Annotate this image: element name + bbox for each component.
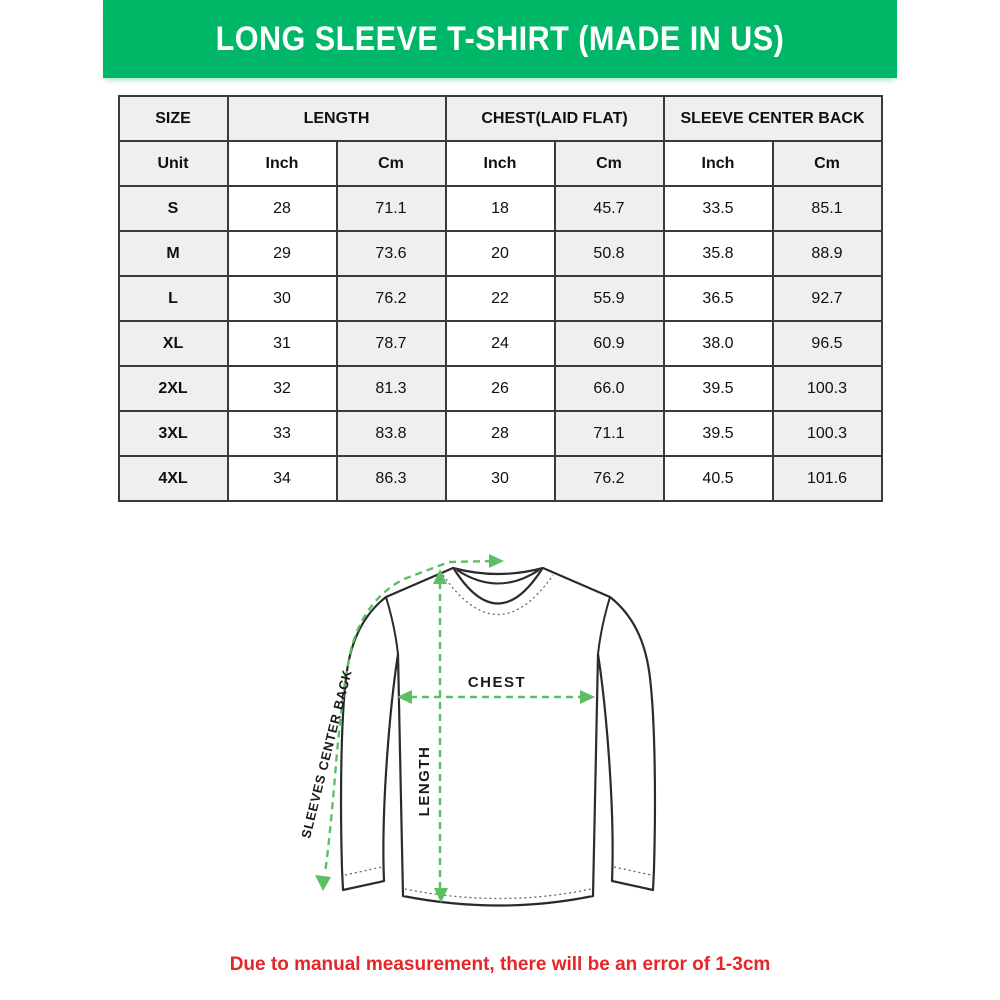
value-cell: 40.5 xyxy=(662,455,774,502)
table-row: 3XL 33 83.8 28 71.1 39.5 100.3 xyxy=(117,410,883,457)
page-title: LONG SLEEVE T-SHIRT (MADE IN US) xyxy=(215,19,785,58)
unit-label-cell: Unit xyxy=(117,140,229,187)
value-cell: 100.3 xyxy=(771,365,883,412)
collar-stitch-line xyxy=(442,574,554,615)
column-header-size: SIZE xyxy=(117,95,229,142)
shirt-outline xyxy=(339,566,657,907)
value-cell: 100.3 xyxy=(771,410,883,457)
size-cell: 3XL xyxy=(117,410,229,457)
value-cell: 81.3 xyxy=(335,365,447,412)
unit-cell: Cm xyxy=(335,140,447,187)
value-cell: 83.8 xyxy=(335,410,447,457)
table-row: 4XL 34 86.3 30 76.2 40.5 101.6 xyxy=(117,455,883,502)
measurement-error-note: Due to manual measurement, there will be… xyxy=(229,954,771,975)
value-cell: 29 xyxy=(226,230,338,277)
sleeve-measure-arrow-right-icon xyxy=(489,554,504,568)
length-label: LENGTH xyxy=(416,746,433,817)
value-cell: 92.7 xyxy=(771,275,883,322)
sleeve-measure-arrow-down-icon xyxy=(315,875,331,891)
right-armhole-seam xyxy=(597,596,611,655)
value-cell: 35.8 xyxy=(662,230,774,277)
column-header-sleeve: SLEEVE CENTER BACK xyxy=(662,95,883,142)
value-cell: 36.5 xyxy=(662,275,774,322)
unit-cell: Inch xyxy=(662,140,774,187)
unit-cell: Cm xyxy=(771,140,883,187)
value-cell: 39.5 xyxy=(662,365,774,412)
value-cell: 76.2 xyxy=(335,275,447,322)
value-cell: 86.3 xyxy=(335,455,447,502)
chest-label: CHEST xyxy=(468,674,526,691)
table-group-header-row: SIZE LENGTH CHEST(LAID FLAT) SLEEVE CENT… xyxy=(117,95,883,142)
value-cell: 66.0 xyxy=(553,365,665,412)
value-cell: 26 xyxy=(444,365,556,412)
chest-arrow-right-icon xyxy=(580,690,595,704)
value-cell: 39.5 xyxy=(662,410,774,457)
value-cell: 60.9 xyxy=(553,320,665,367)
size-chart-table: SIZE LENGTH CHEST(LAID FLAT) SLEEVE CENT… xyxy=(117,95,883,502)
value-cell: 38.0 xyxy=(662,320,774,367)
table-row: L 30 76.2 22 55.9 36.5 92.7 xyxy=(117,275,883,322)
size-cell: M xyxy=(117,230,229,277)
value-cell: 76.2 xyxy=(553,455,665,502)
unit-row: Unit Inch Cm Inch Cm Inch Cm xyxy=(117,140,883,187)
chest-arrow-left-icon xyxy=(397,690,412,704)
left-armhole-seam xyxy=(385,596,399,655)
unit-cell: Inch xyxy=(226,140,338,187)
right-cuff-stitch xyxy=(613,866,652,876)
value-cell: 30 xyxy=(226,275,338,322)
value-cell: 30 xyxy=(444,455,556,502)
table-row: XL 31 78.7 24 60.9 38.0 96.5 xyxy=(117,320,883,367)
sleeve-center-back-measure-line xyxy=(323,559,493,874)
column-header-chest: CHEST(LAID FLAT) xyxy=(444,95,665,142)
value-cell: 45.7 xyxy=(553,185,665,232)
table-row: 2XL 32 81.3 26 66.0 39.5 100.3 xyxy=(117,365,883,412)
value-cell: 28 xyxy=(226,185,338,232)
value-cell: 33.5 xyxy=(662,185,774,232)
size-cell: 2XL xyxy=(117,365,229,412)
value-cell: 50.8 xyxy=(553,230,665,277)
table-row: M 29 73.6 20 50.8 35.8 88.9 xyxy=(117,230,883,277)
collar-neckline xyxy=(453,568,543,605)
value-cell: 20 xyxy=(444,230,556,277)
value-cell: 71.1 xyxy=(553,410,665,457)
size-cell: 4XL xyxy=(117,455,229,502)
size-cell: XL xyxy=(117,320,229,367)
value-cell: 31 xyxy=(226,320,338,367)
value-cell: 33 xyxy=(226,410,338,457)
size-cell: S xyxy=(117,185,229,232)
size-cell: L xyxy=(117,275,229,322)
value-cell: 24 xyxy=(444,320,556,367)
length-arrow-down-icon xyxy=(434,888,448,903)
value-cell: 78.7 xyxy=(335,320,447,367)
value-cell: 22 xyxy=(444,275,556,322)
title-banner: LONG SLEEVE T-SHIRT (MADE IN US) xyxy=(103,0,897,78)
value-cell: 88.9 xyxy=(771,230,883,277)
collar-band-line xyxy=(456,569,540,585)
value-cell: 28 xyxy=(444,410,556,457)
table-row: S 28 71.1 18 45.7 33.5 85.1 xyxy=(117,185,883,232)
value-cell: 73.6 xyxy=(335,230,447,277)
length-arrow-up-icon xyxy=(433,569,447,584)
hem-stitch xyxy=(404,888,592,900)
value-cell: 18 xyxy=(444,185,556,232)
left-cuff-stitch xyxy=(344,866,383,876)
value-cell: 101.6 xyxy=(771,455,883,502)
shirt-measurement-diagram: CHEST LENGTH SLEEVES CENTER BACK xyxy=(0,502,1000,932)
value-cell: 71.1 xyxy=(335,185,447,232)
value-cell: 34 xyxy=(226,455,338,502)
shirt-diagram-svg: CHEST LENGTH SLEEVES CENTER BACK xyxy=(298,554,657,907)
value-cell: 32 xyxy=(226,365,338,412)
unit-cell: Inch xyxy=(444,140,556,187)
value-cell: 96.5 xyxy=(771,320,883,367)
unit-cell: Cm xyxy=(553,140,665,187)
value-cell: 85.1 xyxy=(771,185,883,232)
value-cell: 55.9 xyxy=(553,275,665,322)
column-header-length: LENGTH xyxy=(226,95,447,142)
size-table-body: Unit Inch Cm Inch Cm Inch Cm S 28 71.1 18 45.7 33.5 8… xyxy=(117,140,883,502)
